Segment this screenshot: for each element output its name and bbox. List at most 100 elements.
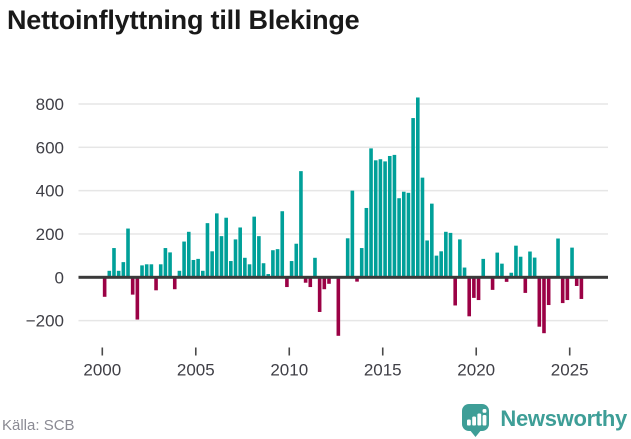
bar <box>280 211 285 278</box>
gridline <box>78 189 608 192</box>
bar <box>369 148 373 278</box>
bar <box>182 241 186 278</box>
bar <box>200 270 205 278</box>
bar <box>219 236 224 278</box>
bar <box>303 277 308 283</box>
bar <box>406 192 411 278</box>
bar <box>252 216 256 278</box>
x-tick-mark <box>475 347 478 356</box>
bar <box>495 252 500 278</box>
bar <box>135 277 140 320</box>
x-tick-mark <box>568 347 571 356</box>
bar <box>476 277 481 301</box>
logo-bar-2 <box>472 416 477 426</box>
gridline <box>78 319 608 322</box>
bar <box>271 250 275 278</box>
x-tick-mark <box>288 347 291 356</box>
bar <box>458 239 462 278</box>
bar <box>196 258 200 278</box>
bar <box>243 257 247 278</box>
bar <box>514 245 518 278</box>
x-axis-label: 2000 <box>83 361 121 380</box>
newsworthy-logo[interactable]: Newsworthy <box>459 400 627 438</box>
bar <box>126 228 130 278</box>
bar <box>289 261 294 278</box>
y-axis-label: 800 <box>36 95 64 114</box>
bar <box>579 277 584 299</box>
bar <box>481 258 486 278</box>
bar <box>467 277 472 317</box>
bar <box>560 277 565 304</box>
source-note: Källa: SCB <box>2 417 75 434</box>
x-axis-label: 2010 <box>270 361 308 380</box>
bar <box>191 259 196 278</box>
bar <box>238 227 242 278</box>
bar <box>308 277 313 288</box>
bar <box>430 203 434 278</box>
bar <box>401 191 406 278</box>
bar <box>121 262 126 278</box>
bar <box>392 154 397 278</box>
bar <box>420 177 425 278</box>
bar <box>257 236 261 278</box>
zero-axis-line <box>78 275 608 279</box>
y-axis-label: 400 <box>36 182 64 201</box>
bar <box>453 277 457 306</box>
bar <box>285 277 289 288</box>
bar <box>373 160 378 278</box>
gridline <box>78 103 608 105</box>
bar <box>350 190 355 278</box>
bar <box>144 264 149 278</box>
logo-exclamation-bar <box>483 415 487 426</box>
bar <box>359 248 364 278</box>
bar <box>364 207 369 278</box>
bar <box>116 270 121 278</box>
bar <box>383 161 387 278</box>
bar <box>102 277 107 297</box>
bar <box>317 277 322 312</box>
bar <box>378 159 383 278</box>
bar <box>107 270 112 278</box>
bar <box>448 232 453 278</box>
bar <box>229 261 233 278</box>
bar <box>546 277 551 306</box>
bar <box>532 257 537 278</box>
bar <box>210 251 214 278</box>
bar <box>261 263 266 278</box>
gridline <box>78 146 608 149</box>
y-axis-label: 200 <box>36 225 64 244</box>
bar <box>154 277 158 291</box>
bar <box>266 274 271 278</box>
bar <box>425 240 429 278</box>
x-tick-mark <box>101 347 104 356</box>
bar <box>299 171 303 278</box>
bar <box>247 264 252 278</box>
bar <box>444 231 448 278</box>
bar <box>434 255 439 278</box>
y-axis-label: 0 <box>55 268 64 287</box>
bar <box>397 198 401 278</box>
bar <box>322 277 327 290</box>
bar <box>509 272 514 278</box>
x-axis-label: 2025 <box>551 361 589 380</box>
bar <box>149 264 154 278</box>
y-axis-label: −200 <box>26 312 64 331</box>
bar <box>177 270 182 278</box>
bar <box>490 277 495 290</box>
bar <box>140 265 144 278</box>
bar <box>163 248 168 278</box>
brand-wordmark: Newsworthy <box>500 406 627 431</box>
bar <box>158 264 163 278</box>
bar <box>112 248 116 278</box>
logo-bar-1 <box>467 419 472 426</box>
gridline <box>78 233 608 235</box>
bar <box>523 277 528 293</box>
chart-title: Nettoinflyttning till Blekinge <box>7 5 360 35</box>
bar <box>205 223 210 278</box>
bar <box>224 217 228 278</box>
x-axis-label: 2005 <box>177 361 215 380</box>
bar <box>186 231 191 278</box>
bar <box>345 238 350 278</box>
bar <box>215 213 219 278</box>
